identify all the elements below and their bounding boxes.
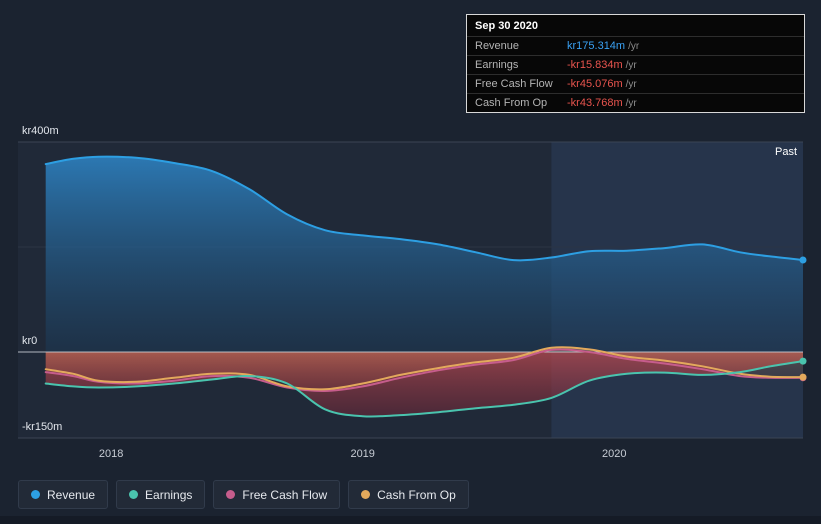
legend-item-revenue[interactable]: Revenue xyxy=(18,480,109,509)
tooltip-row-label: Earnings xyxy=(475,59,519,71)
tooltip-row-value: -kr43.768m xyxy=(567,97,623,109)
legend-item-cash-from-op[interactable]: Cash From Op xyxy=(348,480,469,509)
tooltip-row-unit: /yr xyxy=(625,79,637,90)
cash-from-op-line xyxy=(44,346,804,391)
tooltip-date: Sep 30 2020 xyxy=(475,20,538,32)
revenue-end-dot xyxy=(799,256,807,264)
legend-label: Revenue xyxy=(47,487,96,502)
tooltip-row-revenue: Revenue kr175.314m/yr xyxy=(467,36,804,55)
bottom-strip xyxy=(0,516,821,524)
legend: Revenue Earnings Free Cash Flow Cash From O… xyxy=(18,480,469,509)
earnings-line xyxy=(44,360,804,418)
tooltip-row-value: -kr45.076m xyxy=(567,78,623,90)
tooltip-row-unit: /yr xyxy=(628,41,640,52)
tooltip-row-free-cash-flow: Free Cash Flow -kr45.076m/yr xyxy=(467,74,804,93)
earnings-dot-icon xyxy=(129,490,139,499)
cash-from-op-area xyxy=(45,347,803,390)
cash-from-op-dot-icon xyxy=(361,490,371,499)
legend-label: Earnings xyxy=(145,487,193,502)
cash-from-op-end-dot xyxy=(799,373,807,381)
tooltip: Sep 30 2020 Revenue kr175.314m/yr Earnings… xyxy=(466,14,805,113)
legend-item-earnings[interactable]: Earnings xyxy=(116,480,206,509)
tooltip-row-value: -kr15.834m xyxy=(567,59,623,71)
free-cash-flow-line xyxy=(44,348,804,393)
tooltip-row-earnings: Earnings -kr15.834m/yr xyxy=(467,55,804,74)
legend-label: Free Cash Flow xyxy=(242,487,328,502)
revenue-line xyxy=(44,155,804,262)
tooltip-row-unit: /yr xyxy=(625,60,637,71)
legend-item-free-cash-flow[interactable]: Free Cash Flow xyxy=(213,480,341,509)
tooltip-row-label: Revenue xyxy=(475,40,520,52)
revenue-dot-icon xyxy=(31,490,40,499)
tooltip-row-cash-from-op: Cash From Op -kr43.768m/yr xyxy=(467,93,804,112)
tooltip-row-label: Free Cash Flow xyxy=(475,78,553,90)
free-cash-flow-dot-icon xyxy=(226,490,236,499)
tooltip-row-value: kr175.314m xyxy=(567,40,626,52)
earnings-end-dot xyxy=(799,357,807,365)
revenue-area xyxy=(45,156,803,352)
tooltip-row-unit: /yr xyxy=(625,98,637,109)
legend-label: Cash From Op xyxy=(377,487,456,502)
tooltip-row-label: Cash From Op xyxy=(475,97,548,109)
tooltip-rows: Revenue kr175.314m/yr Earnings -kr15.834m/y… xyxy=(467,36,804,112)
